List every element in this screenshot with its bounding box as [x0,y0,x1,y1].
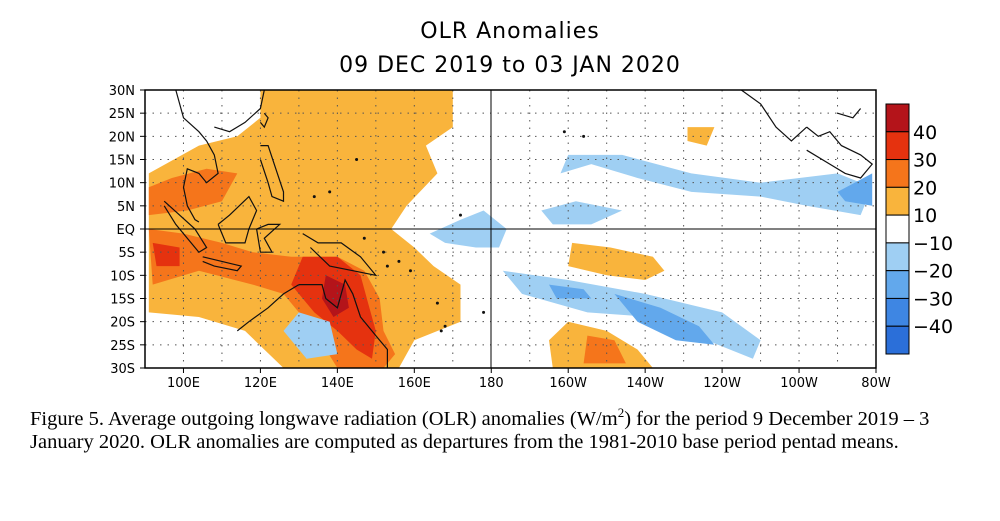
coastline-13 [740,90,808,142]
coastline-7 [259,112,269,129]
chart-title: OLR Anomalies [420,19,599,44]
x-tick-label: 80W [861,376,891,391]
colorbar-label: −40 [913,316,953,338]
colorbar-box [885,325,910,355]
colorbar-label: 40 [913,122,937,144]
coastline-9 [298,278,388,368]
caption-text-start: Figure 5. Average outgoing longwave radi… [30,408,618,430]
island-11 [362,236,366,240]
x-tick-label: 100W [780,376,818,391]
coastline-0 [175,90,219,223]
x-tick-label: 140W [626,376,664,391]
grid-lines [145,90,876,368]
colorbar: 40 30 20 10 −10 −20 −30 −40 [885,103,953,355]
y-tick-label: 30N [109,84,135,99]
chart-subtitle: 09 DEC 2019 to 03 JAN 2020 [339,53,681,78]
y-tick-label: 15N [109,154,135,169]
coastline-10 [236,284,300,332]
colorbar-box [885,186,910,216]
anomaly-region-2 [568,242,665,280]
anomaly-region-13 [541,201,623,225]
coastline-2 [163,200,208,253]
colorbar-box [885,131,910,161]
anomaly-region-9 [322,275,349,317]
island-7 [582,134,586,138]
colorbar-box [885,103,910,133]
colorbar-box [885,159,910,188]
y-tick-label: 15S [110,293,135,308]
x-tick-label: 140E [321,376,354,391]
colorbar-label: 10 [913,205,937,227]
anomaly-region-16 [549,284,592,299]
coastline-1 [214,90,265,133]
colorbar-box [885,214,910,244]
island-2 [435,301,439,305]
coastline-5 [256,223,282,253]
island-5 [458,213,462,217]
y-tick-label: 20N [109,130,135,145]
colorbar-label: −20 [913,261,953,283]
anomaly-region-17 [837,173,873,206]
x-tick-label: 100E [167,376,200,391]
island-12 [382,250,386,254]
anomaly-region-4 [148,168,238,216]
map-plot-area [144,89,877,369]
y-tick-label: 30S [110,362,135,377]
colorbar-box [885,242,910,272]
y-axis: 30N 25N 20N 15N 10N 5N EQ 5S 10S 15S 20S 25S 30S [109,84,145,377]
colorbar-box [885,297,910,327]
coastline-14 [837,108,862,119]
y-tick-label: EQ [117,223,135,238]
caption-text-end: ) for the period 9 December 2019 – 3 Jan… [30,408,930,453]
island-9 [328,190,332,194]
colorbar-label: 30 [913,150,937,172]
anomaly-region-6 [583,335,626,364]
island-14 [439,329,443,333]
island-8 [355,158,359,161]
anomaly-region-14 [283,312,338,359]
coastline-outlines [163,90,874,368]
coastline-12 [806,126,874,179]
anomaly-region-11 [560,154,873,216]
colorbar-label: −30 [913,288,953,310]
colorbar-label: −10 [913,233,953,255]
coastline-3 [202,256,243,272]
island-10 [312,195,316,199]
y-tick-label: 25S [110,339,135,354]
coastline-6 [259,145,285,203]
island-13 [385,264,389,268]
colorbar-box [885,270,910,299]
coastline-8 [302,233,378,277]
caption-superscript: 2 [617,405,625,421]
island-3 [443,324,447,328]
y-tick-label: 20S [110,316,135,331]
y-tick-label: 5N [117,200,135,215]
figure-caption: Figure 5. Average outgoing longwave radi… [30,405,990,454]
colorbar-label: 20 [913,177,937,199]
coastline-4 [217,195,258,244]
anomaly-region-8 [152,242,180,267]
anomaly-region-15 [614,293,715,345]
island-0 [397,259,401,263]
x-tick-label: 120E [244,376,277,391]
island-1 [408,269,412,273]
x-tick-label: 120W [703,376,741,391]
y-tick-label: 10N [109,177,135,192]
island-6 [562,130,566,134]
y-tick-label: 10S [110,269,135,284]
island-4 [482,310,486,314]
x-axis: 100E 120E 140E 160E 180 160W 140W 120W 100W 80W [167,368,891,391]
x-tick-label: 160E [398,376,431,391]
x-tick-label: 180 [479,376,504,391]
y-tick-label: 25N [109,107,135,122]
y-tick-label: 5S [118,246,135,261]
x-tick-label: 160W [549,376,587,391]
olr-figure: OLR Anomalies 09 DEC 2019 to 03 JAN 2020… [109,19,953,391]
